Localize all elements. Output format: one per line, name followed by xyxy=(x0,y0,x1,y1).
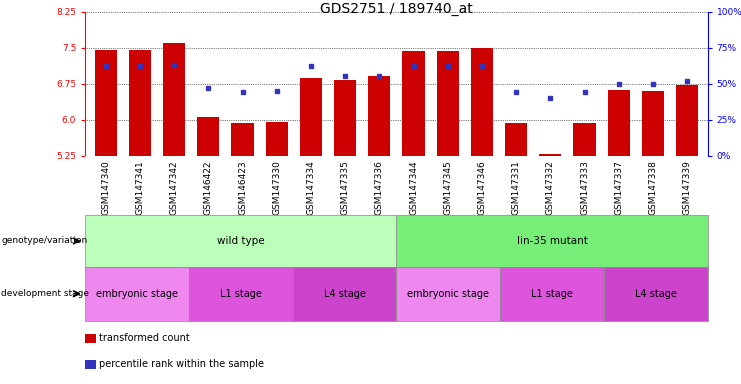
Text: GSM147341: GSM147341 xyxy=(136,160,144,215)
Text: wild type: wild type xyxy=(217,236,265,246)
Text: GSM147334: GSM147334 xyxy=(307,160,316,215)
Text: GSM147342: GSM147342 xyxy=(170,160,179,215)
Text: L1 stage: L1 stage xyxy=(220,289,262,299)
Text: embryonic stage: embryonic stage xyxy=(408,289,489,299)
Text: GSM146422: GSM146422 xyxy=(204,160,213,215)
Bar xyxy=(265,122,288,156)
Bar xyxy=(642,91,664,156)
Text: GSM147338: GSM147338 xyxy=(648,160,657,215)
Bar xyxy=(539,154,562,156)
Bar xyxy=(676,85,698,156)
Text: percentile rank within the sample: percentile rank within the sample xyxy=(99,359,264,369)
Bar xyxy=(334,80,356,156)
Text: GSM147339: GSM147339 xyxy=(682,160,691,215)
Bar xyxy=(368,76,391,156)
Text: GSM147345: GSM147345 xyxy=(443,160,452,215)
Text: GSM147344: GSM147344 xyxy=(409,160,418,215)
Text: transformed count: transformed count xyxy=(99,333,189,343)
Text: L4 stage: L4 stage xyxy=(635,289,677,299)
Bar xyxy=(608,90,630,156)
Bar xyxy=(129,50,151,156)
Text: development stage: development stage xyxy=(1,289,90,298)
Bar xyxy=(505,123,528,156)
Bar xyxy=(231,123,253,156)
Bar xyxy=(300,78,322,156)
Text: GSM147340: GSM147340 xyxy=(102,160,110,215)
Text: L1 stage: L1 stage xyxy=(531,289,573,299)
Text: GSM147337: GSM147337 xyxy=(614,160,623,215)
Text: GSM147332: GSM147332 xyxy=(546,160,555,215)
Text: embryonic stage: embryonic stage xyxy=(96,289,178,299)
Bar xyxy=(402,51,425,156)
Bar xyxy=(163,43,185,156)
Text: GSM147331: GSM147331 xyxy=(511,160,521,215)
Text: GSM147333: GSM147333 xyxy=(580,160,589,215)
Bar xyxy=(471,48,493,156)
Bar xyxy=(574,123,596,156)
Text: GSM147346: GSM147346 xyxy=(477,160,486,215)
Text: GSM147330: GSM147330 xyxy=(272,160,282,215)
Bar xyxy=(95,50,117,156)
Bar xyxy=(197,117,219,156)
Bar xyxy=(436,51,459,156)
Text: L4 stage: L4 stage xyxy=(324,289,365,299)
Text: lin-35 mutant: lin-35 mutant xyxy=(516,236,588,246)
Text: GSM146423: GSM146423 xyxy=(238,160,247,215)
Text: GSM147335: GSM147335 xyxy=(341,160,350,215)
Text: GDS2751 / 189740_at: GDS2751 / 189740_at xyxy=(320,2,473,16)
Text: genotype/variation: genotype/variation xyxy=(1,237,87,245)
Text: GSM147336: GSM147336 xyxy=(375,160,384,215)
